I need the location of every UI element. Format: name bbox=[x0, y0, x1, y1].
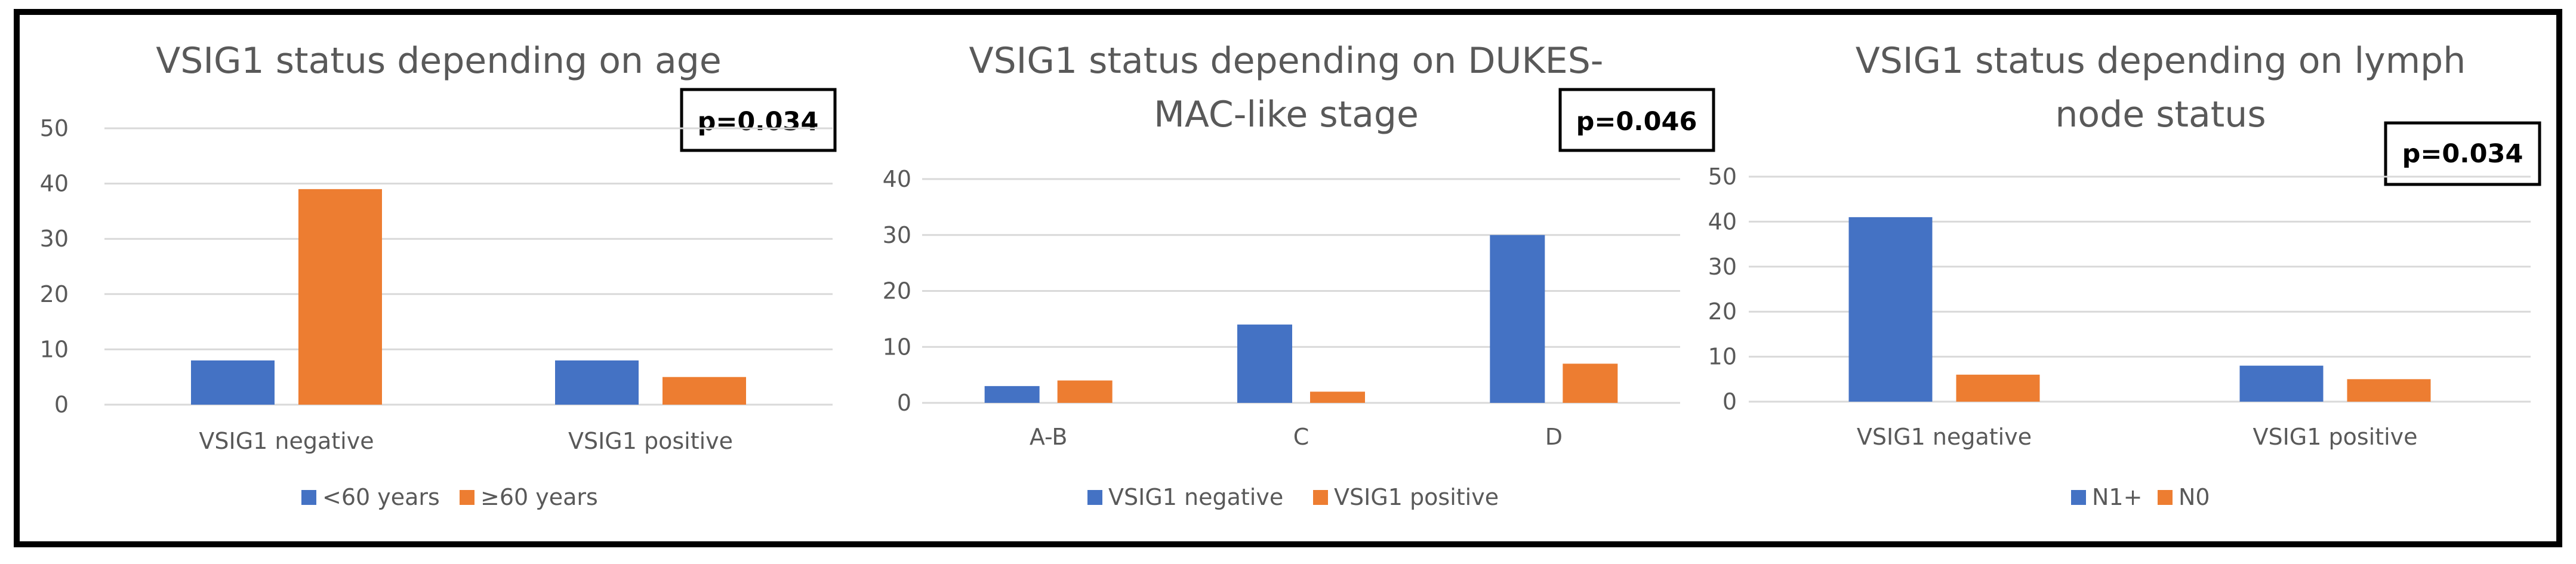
legend-label-series-2: ≥60 years bbox=[480, 484, 598, 510]
y-axis-ticks: 0 10 20 30 40 50 bbox=[40, 115, 69, 418]
legend: <60 years ≥60 years bbox=[301, 484, 598, 510]
chart-title-line-2: MAC-like stage bbox=[1154, 94, 1419, 135]
x-axis-labels: VSIG1 negative VSIG1 positive bbox=[1857, 424, 2418, 450]
chart-title-line-1: VSIG1 status depending on DUKES- bbox=[969, 40, 1604, 82]
legend: N1+ N0 bbox=[2071, 484, 2210, 510]
bars bbox=[984, 235, 1618, 403]
bar-series-1 bbox=[1490, 235, 1545, 403]
bar-series-1 bbox=[1848, 217, 1933, 402]
legend-swatch-series-2 bbox=[460, 490, 474, 505]
y-tick-label: 40 bbox=[883, 166, 911, 192]
bar-series-2 bbox=[1057, 380, 1113, 403]
y-tick-label: 0 bbox=[1723, 389, 1737, 415]
y-tick-label: 50 bbox=[40, 115, 69, 141]
legend-swatch-series-2 bbox=[1313, 490, 1328, 505]
y-tick-label: 0 bbox=[897, 390, 911, 416]
bar-series-1 bbox=[555, 360, 639, 405]
legend-label-series-2: N0 bbox=[2178, 484, 2210, 510]
legend-swatch-series-1 bbox=[301, 490, 316, 505]
y-tick-label: 20 bbox=[40, 281, 69, 307]
bars bbox=[1848, 217, 2431, 402]
legend: VSIG1 negative VSIG1 positive bbox=[1087, 484, 1499, 510]
chart-title-line-2: node status bbox=[2055, 94, 2266, 135]
y-tick-label: 30 bbox=[883, 222, 911, 248]
legend-swatch-series-2 bbox=[2158, 490, 2173, 505]
legend-label-series-1: VSIG1 negative bbox=[1108, 484, 1283, 510]
bar-series-2 bbox=[1310, 392, 1365, 403]
x-category-label: VSIG1 positive bbox=[2253, 424, 2417, 450]
bar-series-2 bbox=[1563, 363, 1618, 403]
x-category-label: VSIG1 negative bbox=[199, 428, 374, 454]
bars bbox=[191, 189, 746, 405]
legend-label-series-1: N1+ bbox=[2092, 484, 2142, 510]
pvalue-box bbox=[1558, 88, 1715, 152]
x-category-label: VSIG1 negative bbox=[1857, 424, 2032, 450]
x-axis-labels: A-B C D bbox=[1030, 424, 1563, 450]
outer-border bbox=[14, 9, 2562, 547]
legend-label-series-1: <60 years bbox=[322, 484, 440, 510]
y-tick-label: 50 bbox=[1708, 164, 1737, 190]
bar-series-2 bbox=[298, 189, 382, 405]
legend-swatch-series-1 bbox=[1087, 490, 1102, 505]
bar-series-1 bbox=[191, 360, 275, 405]
x-category-label: C bbox=[1293, 424, 1309, 450]
y-tick-label: 20 bbox=[883, 278, 911, 304]
y-tick-label: 30 bbox=[40, 226, 69, 252]
y-tick-label: 10 bbox=[40, 336, 69, 362]
pvalue-box bbox=[680, 88, 837, 152]
y-axis-ticks: 0 10 20 30 40 bbox=[883, 166, 911, 416]
y-tick-label: 40 bbox=[1708, 208, 1737, 235]
y-tick-label: 0 bbox=[54, 392, 69, 418]
pvalue-label: p=0.034 bbox=[2402, 139, 2523, 169]
y-tick-label: 20 bbox=[1708, 298, 1737, 325]
pvalue-box bbox=[2384, 121, 2541, 186]
chart-lymph-node: VSIG1 status depending on lymph node sta… bbox=[1708, 40, 2541, 510]
chart-title: VSIG1 status depending on age bbox=[156, 40, 722, 82]
x-category-label: VSIG1 positive bbox=[568, 428, 733, 454]
y-tick-label: 40 bbox=[40, 171, 69, 197]
chart-age: VSIG1 status depending on age p=0.034 0 1… bbox=[40, 40, 837, 510]
legend-swatch-series-1 bbox=[2071, 490, 2086, 505]
legend-label-series-2: VSIG1 positive bbox=[1334, 484, 1499, 510]
x-axis-labels: VSIG1 negative VSIG1 positive bbox=[199, 428, 733, 454]
bar-series-2 bbox=[663, 377, 746, 405]
bar-series-2 bbox=[2347, 379, 2431, 402]
x-category-label: D bbox=[1545, 424, 1563, 450]
y-tick-label: 30 bbox=[1708, 254, 1737, 280]
bar-series-1 bbox=[984, 386, 1040, 403]
chart-title-line-1: VSIG1 status depending on lymph bbox=[1856, 40, 2466, 82]
chart-dukes-stage: VSIG1 status depending on DUKES- MAC-lik… bbox=[883, 40, 1715, 510]
y-tick-label: 10 bbox=[883, 334, 911, 360]
y-axis-ticks: 0 10 20 30 40 50 bbox=[1708, 164, 1737, 415]
pvalue-label: p=0.034 bbox=[698, 107, 819, 137]
pvalue-label: p=0.046 bbox=[1576, 107, 1697, 137]
x-category-label: A-B bbox=[1030, 424, 1068, 450]
y-tick-label: 10 bbox=[1708, 344, 1737, 370]
grid-lines bbox=[922, 178, 1680, 404]
bar-series-1 bbox=[1237, 324, 1292, 403]
bar-series-2 bbox=[1956, 374, 2040, 402]
bar-series-1 bbox=[2239, 365, 2324, 402]
